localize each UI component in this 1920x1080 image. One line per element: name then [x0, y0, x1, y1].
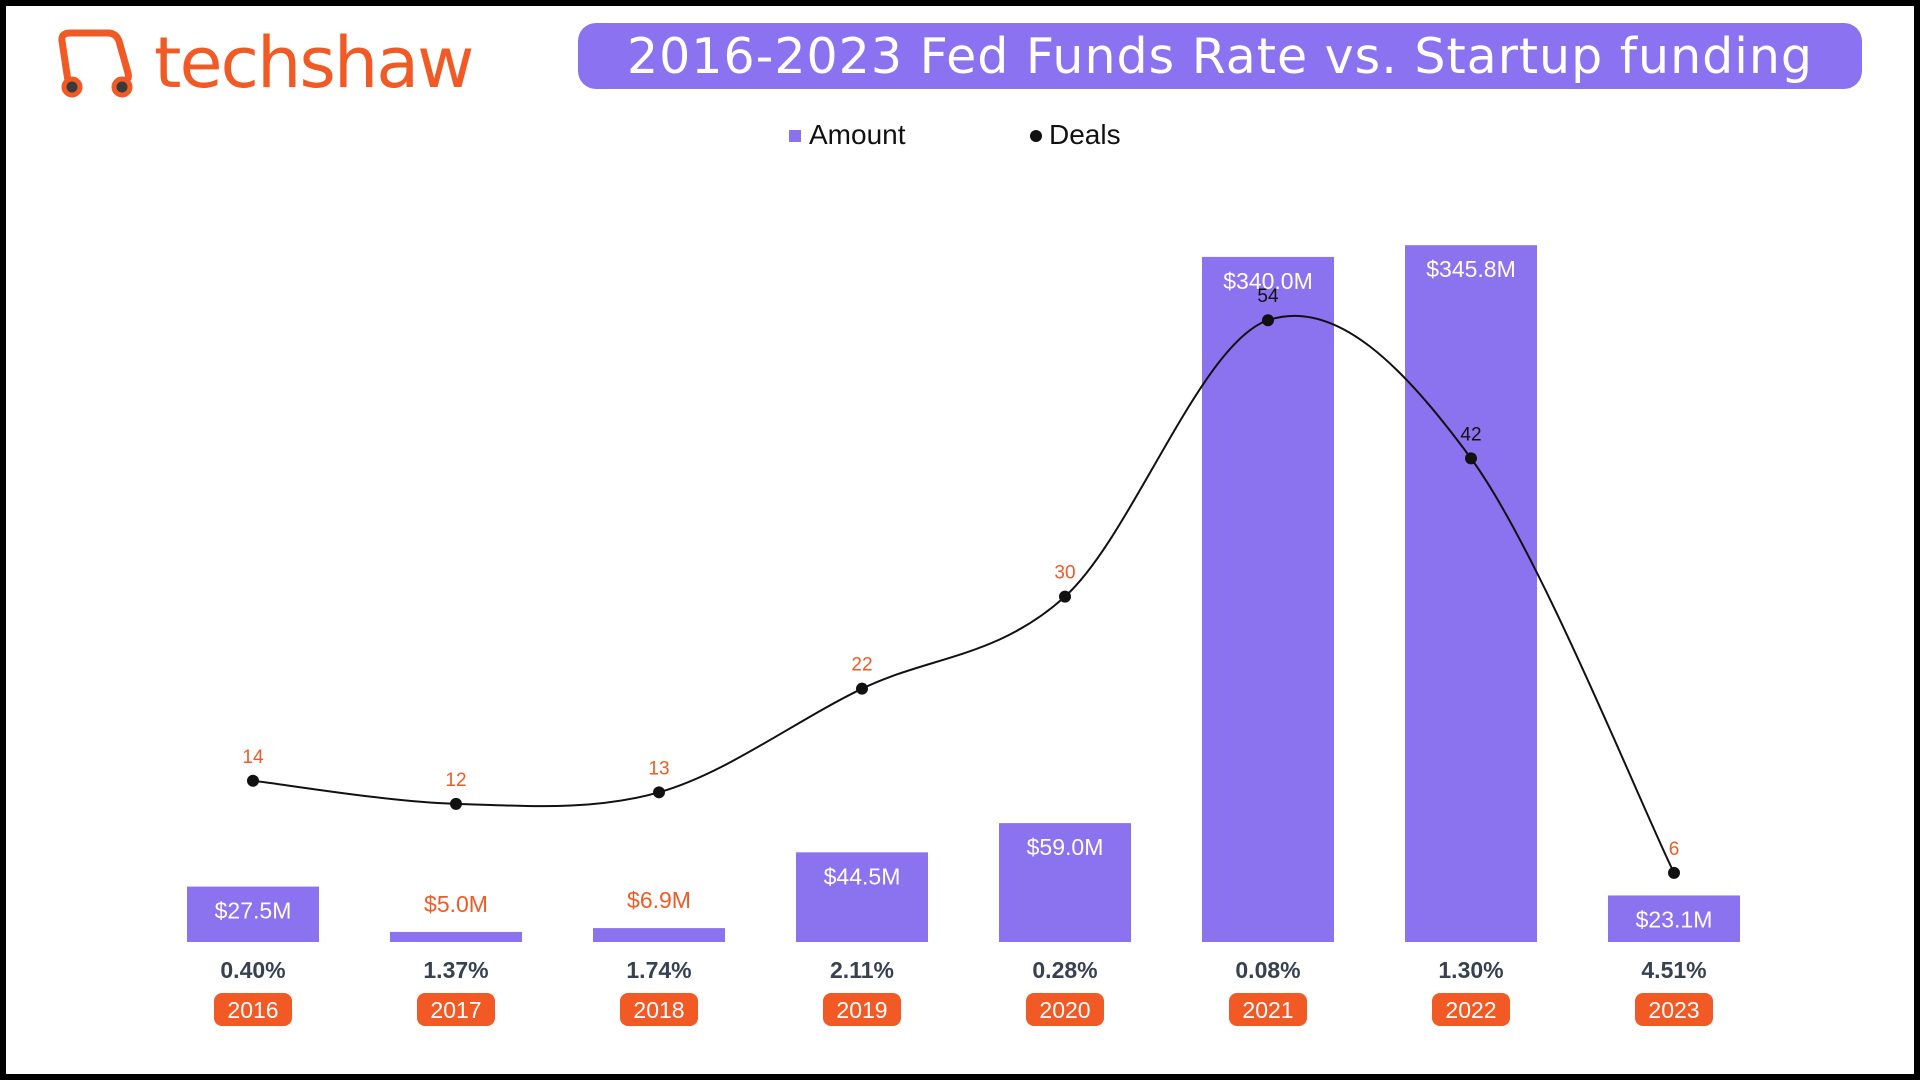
amount-bar-2021	[1202, 256, 1334, 942]
amount-label-2021: $340.0M	[1223, 268, 1313, 294]
amount-label-2022: $345.8M	[1426, 256, 1516, 282]
deal-points	[247, 314, 1680, 879]
deal-label-2023: 6	[1669, 839, 1680, 860]
legend-amount-swatch	[789, 130, 801, 142]
chart-card: techshaw 2016-2023 Fed Funds Rate vs. St…	[6, 6, 1914, 1074]
amount-bar-2016	[187, 886, 319, 942]
brand-name: techshaw	[154, 22, 474, 104]
amount-label-2016: $27.5M	[215, 898, 292, 924]
amount-label-2023: $23.1M	[1636, 906, 1713, 932]
year-badge-2017	[417, 993, 495, 1026]
amount-bar-2020	[999, 823, 1131, 942]
year-badge-2023	[1635, 993, 1713, 1026]
amount-bar-2022	[1405, 245, 1537, 942]
bars	[187, 245, 1740, 942]
deal-label-2016: 14	[242, 747, 264, 768]
deal-label-2018: 13	[648, 758, 669, 779]
deal-point-2022	[1465, 452, 1477, 465]
year-badges: 2016 2017 2018 2019 2020 2021 2022 2023	[214, 993, 1713, 1026]
legend-deals-label: Deals	[1049, 119, 1121, 150]
deal-point-2019	[856, 682, 868, 695]
title-banner: 2016-2023 Fed Funds Rate vs. Startup fun…	[578, 23, 1862, 89]
deal-point-2020	[1059, 590, 1071, 603]
deal-label-2020: 30	[1054, 563, 1075, 584]
deal-labels: 14 12 13 22 30 54 42 6	[242, 286, 1679, 860]
year-badge-2018	[620, 993, 698, 1026]
fed-rate-2020: 0.28%	[1032, 957, 1097, 983]
deal-label-2022: 42	[1460, 424, 1481, 445]
deals-line	[252, 314, 1675, 874]
year-badge-2022	[1432, 993, 1510, 1026]
deal-point-2017	[450, 797, 462, 810]
fed-rate-2018: 1.74%	[626, 957, 691, 983]
year-label-2021: 2021	[1242, 997, 1293, 1023]
legend: Amount Deals	[789, 119, 1121, 150]
fed-rate-2023: 4.51%	[1641, 957, 1706, 983]
amount-label-2020: $59.0M	[1027, 834, 1104, 860]
year-label-2020: 2020	[1039, 997, 1090, 1023]
amount-label-2017: $5.0M	[424, 891, 488, 917]
deal-label-2021: 54	[1257, 286, 1279, 307]
year-label-2016: 2016	[227, 997, 278, 1023]
fed-rate-2017: 1.37%	[423, 957, 488, 983]
year-badge-2020	[1026, 993, 1104, 1026]
year-label-2022: 2022	[1445, 997, 1496, 1023]
deal-label-2017: 12	[445, 770, 466, 791]
deal-point-2023	[1668, 866, 1680, 879]
deal-point-2018	[653, 786, 665, 799]
year-label-2017: 2017	[430, 997, 481, 1023]
year-badge-2016	[214, 993, 292, 1026]
deal-label-2019: 22	[851, 655, 872, 676]
year-label-2018: 2018	[633, 997, 684, 1023]
fed-rate-labels: 0.40% 1.37% 1.74% 2.11% 0.28% 0.08% 1.30% 4.51%	[220, 957, 1706, 983]
brand-logo: techshaw	[56, 20, 474, 106]
fed-rate-2016: 0.40%	[220, 957, 285, 983]
year-label-2023: 2023	[1648, 997, 1699, 1023]
fed-rate-2022: 1.30%	[1438, 957, 1503, 983]
amount-label-2019: $44.5M	[824, 863, 901, 889]
legend-amount-label: Amount	[809, 119, 906, 150]
fed-rate-2021: 0.08%	[1235, 957, 1300, 983]
amount-bar-2023	[1608, 895, 1740, 942]
amount-bar-2017	[390, 931, 522, 942]
chart-title: 2016-2023 Fed Funds Rate vs. Startup fun…	[626, 27, 1814, 85]
rickshaw-icon	[58, 29, 133, 98]
amount-label-2018: $6.9M	[627, 887, 691, 913]
legend-deals-marker	[1030, 130, 1042, 142]
fed-rate-2019: 2.11%	[830, 957, 894, 983]
deal-point-2016	[247, 774, 259, 787]
year-badge-2019	[823, 993, 901, 1026]
amount-bar-2018	[593, 928, 725, 942]
bar-labels: $27.5M $5.0M $6.9M $44.5M $59.0M $340.0M $345.…	[215, 256, 1713, 932]
chart: Amount Deals $27.5M $5.0M $6.9M $44.5M $59.0…	[187, 119, 1740, 1026]
year-badge-2021	[1229, 993, 1307, 1026]
year-label-2019: 2019	[836, 997, 887, 1023]
amount-bar-2019	[796, 852, 928, 942]
deal-point-2021	[1262, 314, 1274, 327]
